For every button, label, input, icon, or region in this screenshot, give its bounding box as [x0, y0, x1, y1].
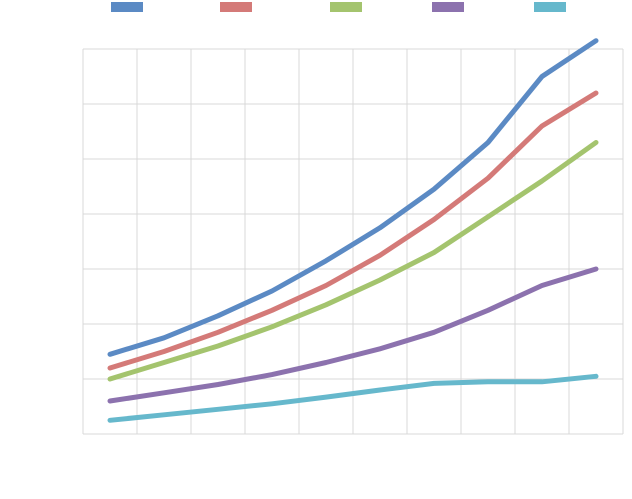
data-point-series-3: [541, 180, 543, 182]
data-point-series-2: [217, 331, 219, 333]
data-point-series-5: [433, 382, 435, 384]
data-point-series-3: [217, 345, 219, 347]
data-point-series-3: [325, 304, 327, 306]
data-point-series-3: [487, 216, 489, 218]
data-point-series-4: [487, 309, 489, 311]
data-point-series-2: [541, 125, 543, 127]
data-point-series-1: [271, 290, 273, 292]
data-point-series-3: [163, 362, 165, 363]
data-point-series-4: [109, 400, 111, 402]
data-point-series-3: [109, 378, 111, 380]
data-point-series-3: [595, 142, 597, 143]
legend-swatch-1: [111, 2, 143, 12]
data-point-series-4: [325, 362, 327, 363]
data-point-series-4: [163, 392, 165, 394]
data-point-series-4: [541, 285, 543, 286]
series-line-3: [107, 140, 599, 382]
data-point-series-5: [217, 408, 219, 410]
series-line-5: [107, 373, 599, 423]
data-point-series-1: [163, 337, 165, 339]
legend-swatch-5: [534, 2, 566, 12]
legend-swatch-2: [220, 2, 252, 12]
data-point-series-1: [433, 188, 435, 190]
data-point-series-1: [325, 260, 327, 262]
series-line-2: [107, 90, 599, 371]
series-line-4: [107, 266, 599, 404]
data-point-series-3: [271, 326, 273, 328]
data-point-series-2: [325, 285, 327, 286]
data-point-series-5: [379, 389, 381, 391]
data-point-series-5: [325, 396, 327, 398]
data-point-series-1: [487, 142, 489, 143]
data-point-series-2: [433, 219, 435, 220]
data-point-series-1: [379, 227, 381, 229]
data-point-series-3: [433, 252, 435, 253]
data-point-series-5: [595, 375, 597, 377]
data-point-series-2: [379, 254, 381, 256]
data-point-series-4: [433, 331, 435, 333]
data-point-series-5: [541, 381, 543, 383]
data-point-series-2: [487, 177, 489, 179]
data-point-series-2: [163, 351, 165, 352]
data-point-series-1: [595, 40, 597, 42]
data-point-series-1: [541, 76, 543, 77]
data-point-series-2: [271, 309, 273, 311]
data-point-series-2: [109, 367, 111, 369]
data-point-series-5: [271, 403, 273, 405]
series-line-1: [107, 38, 599, 357]
data-point-series-4: [217, 384, 219, 385]
legend-swatch-4: [432, 2, 464, 12]
data-point-series-5: [163, 414, 165, 416]
data-point-series-5: [487, 381, 489, 383]
data-point-series-2: [595, 92, 597, 94]
data-point-series-1: [109, 353, 111, 355]
data-point-series-4: [271, 374, 273, 376]
data-point-series-5: [109, 419, 111, 421]
data-point-series-4: [595, 268, 597, 270]
data-point-series-1: [217, 315, 219, 317]
data-point-series-3: [379, 279, 381, 281]
legend-swatch-3: [330, 2, 362, 12]
data-point-series-4: [379, 348, 381, 350]
